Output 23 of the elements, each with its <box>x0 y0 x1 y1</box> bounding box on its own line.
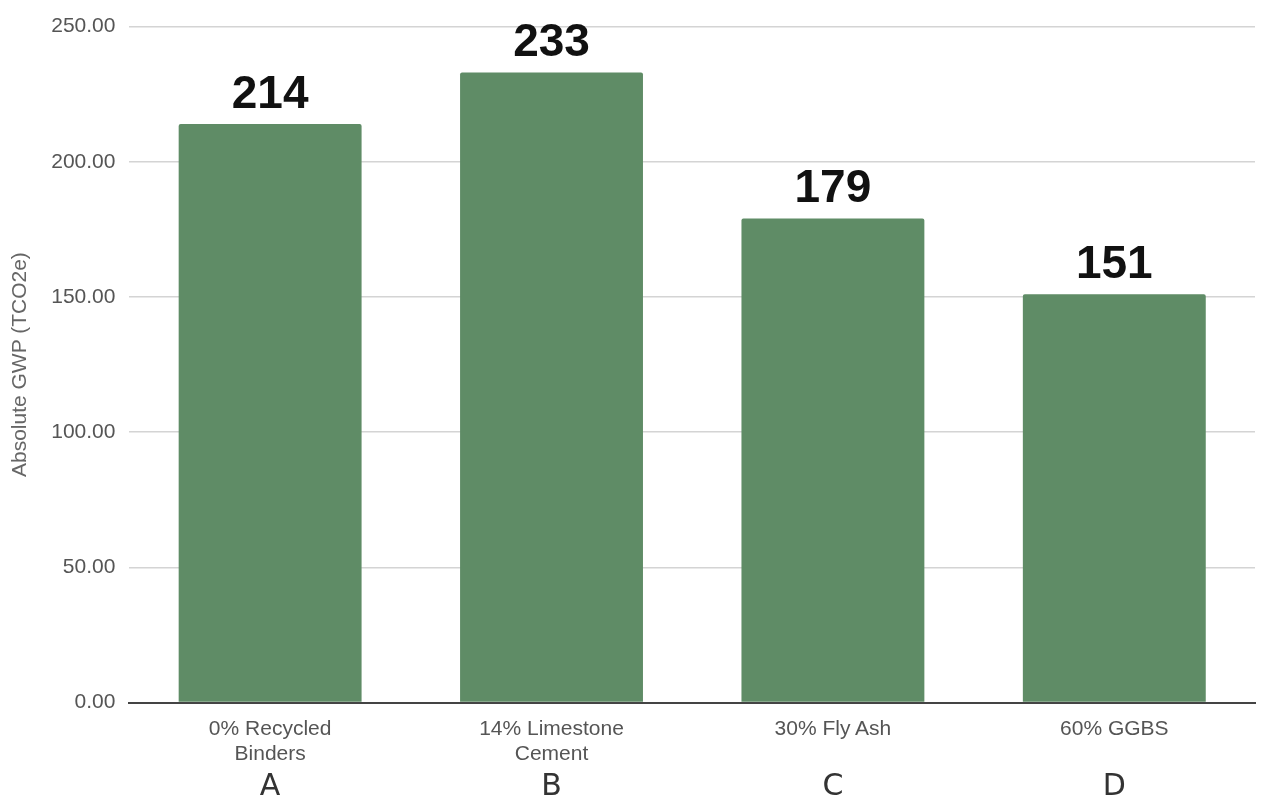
bar <box>460 72 643 702</box>
x-tick-label: 14% Limestone Cement <box>479 716 624 765</box>
text: B <box>541 767 562 795</box>
y-tick-label: 200.00 <box>51 148 116 172</box>
bar <box>178 123 362 702</box>
x-tick-label: 60% GGBS <box>1060 716 1169 739</box>
x-tick-label: 0% Recycled Binders <box>208 716 332 765</box>
y-tick-label: 150.00 <box>51 283 116 307</box>
y-axis-title: Absolute GWP (TCO2e) <box>7 252 31 478</box>
text: D <box>1102 767 1126 795</box>
bar <box>741 218 925 702</box>
y-tick-label: 50.00 <box>62 554 116 578</box>
data-label: 179 <box>794 160 872 213</box>
x-tick-label: 30% Fly Ash <box>774 716 892 739</box>
y-tick-label: 250.00 <box>51 13 116 37</box>
y-tick-label: 100.00 <box>51 419 116 442</box>
data-label: 233 <box>513 14 590 67</box>
bar <box>1022 294 1206 702</box>
text: C <box>822 767 844 795</box>
y-tick-label: 0.00 <box>74 689 116 713</box>
text: A <box>259 767 281 795</box>
data-label: 214 <box>231 65 309 118</box>
data-label: 151 <box>1075 235 1153 288</box>
